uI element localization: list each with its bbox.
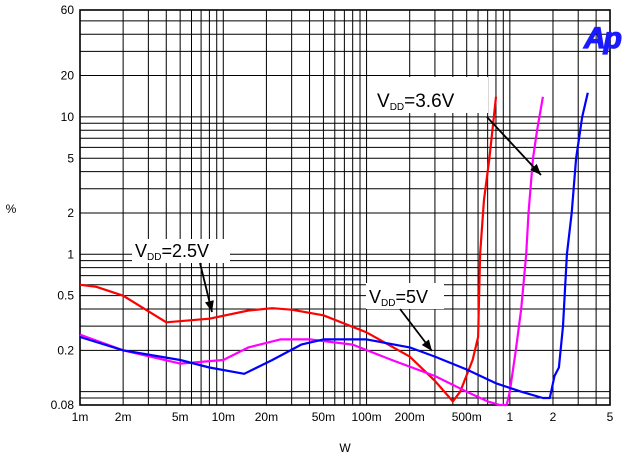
y-tick-label: 1 xyxy=(67,247,74,261)
plot-frame xyxy=(79,9,611,406)
x-tick-label: 1 xyxy=(507,410,514,424)
series-line xyxy=(79,92,589,400)
annotation-label: VDD=2.5V xyxy=(135,241,209,263)
ap-logo: Ap xyxy=(582,21,624,55)
y-tick-label: 0.2 xyxy=(57,343,74,357)
y-tick-label: 2 xyxy=(67,206,74,220)
grid xyxy=(80,10,610,405)
x-tick-label: 20m xyxy=(255,410,278,424)
series-line xyxy=(79,96,544,407)
series-lines xyxy=(79,92,589,407)
x-tick-label: 5m xyxy=(172,410,189,424)
annotation-arrow xyxy=(486,116,542,176)
y-tick-label: 60 xyxy=(61,3,75,17)
y-tick-label: 10 xyxy=(61,110,75,124)
annotation-label: VDD=5V xyxy=(369,287,428,309)
x-tick-label: 2m xyxy=(115,410,132,424)
x-tick-label: 100m xyxy=(352,410,382,424)
annotation-arrowhead xyxy=(530,163,541,175)
ap-logo-text: Ap xyxy=(583,22,622,55)
tick-labels: 1m 2m 5m 10m 20m 50m 100m 200m 500m 1 2 5 0.08 0.2 0.5… xyxy=(51,3,614,424)
y-tick-label: 5 xyxy=(67,151,74,165)
annotation-arrowhead xyxy=(205,300,214,312)
y-tick-label: 0.5 xyxy=(57,289,74,303)
x-tick-label: 200m xyxy=(395,410,425,424)
annotation-box xyxy=(366,283,444,309)
y-axis-label: % xyxy=(6,202,17,216)
annotation-label: VDD=3.6V xyxy=(377,91,455,113)
x-tick-label: 50m xyxy=(312,410,335,424)
x-tick-label: 5 xyxy=(607,410,614,424)
x-axis-label: W xyxy=(339,441,351,455)
x-tick-label: 2 xyxy=(550,410,557,424)
x-tick-label: 500m xyxy=(452,410,482,424)
annotation-box xyxy=(374,77,488,113)
y-tick-label: 0.08 xyxy=(51,398,75,412)
annotation-arrowhead xyxy=(421,339,432,351)
annotations: VDD=2.5V VDD=3.6V VDD=5V xyxy=(132,77,542,352)
annotation-box xyxy=(132,239,230,263)
x-tick-label: 10m xyxy=(212,410,235,424)
x-tick-label: 1m xyxy=(72,410,89,424)
y-tick-label: 20 xyxy=(61,69,75,83)
